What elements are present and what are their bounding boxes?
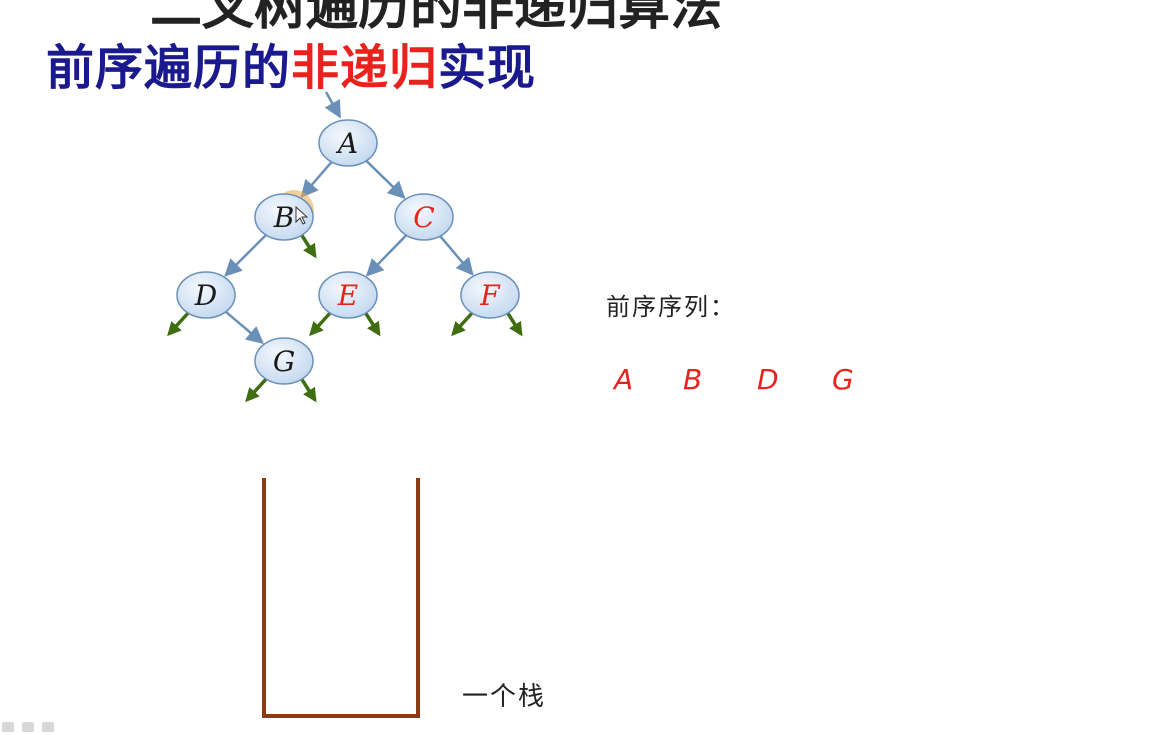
tree-node-label: F bbox=[479, 279, 501, 312]
tree-node-label: B bbox=[273, 201, 295, 234]
tree-node-shape bbox=[254, 193, 314, 241]
null-child-arrow-E-left bbox=[309, 310, 333, 337]
null-child-arrow-E-right bbox=[363, 311, 381, 337]
null-child-arrow-G-right bbox=[299, 377, 317, 403]
tree-edge-A-B bbox=[300, 161, 333, 198]
tree-node-shape bbox=[318, 119, 378, 167]
tree-node-G: G bbox=[254, 337, 314, 385]
root-pointer-arrow bbox=[324, 91, 342, 119]
tree-node-shape bbox=[460, 271, 520, 319]
null-child-arrow-B-right bbox=[299, 233, 317, 259]
tree-node-shape bbox=[254, 337, 314, 385]
tree-node-F: F bbox=[460, 271, 520, 319]
tree-edge-B-D bbox=[224, 234, 267, 277]
prev-icon[interactable] bbox=[2, 722, 14, 732]
next-icon[interactable] bbox=[42, 722, 54, 732]
tree-edge-D-G bbox=[225, 310, 264, 345]
tree-node-E: E bbox=[318, 271, 378, 319]
previous-title-cutoff: 二叉树遍历的非递归算法 bbox=[150, 0, 723, 37]
slide-title: 前序遍历的非递归实现 bbox=[46, 28, 536, 98]
tree-node-C: C bbox=[394, 193, 454, 241]
tree-node-shape bbox=[394, 193, 454, 241]
title-highlight: 非递归 bbox=[291, 40, 439, 96]
tree-node-B: B bbox=[254, 193, 314, 241]
title-suffix: 实现 bbox=[438, 40, 537, 96]
tree-edge-A-C bbox=[365, 159, 406, 199]
tree-edge-C-F bbox=[439, 235, 474, 276]
tree-node-label: G bbox=[273, 345, 295, 378]
stack-container bbox=[262, 478, 420, 718]
mouse-cursor-icon bbox=[295, 205, 309, 225]
null-child-arrow-G-left bbox=[245, 376, 269, 403]
tree-node-label: E bbox=[337, 279, 358, 312]
tree-node-shape bbox=[176, 271, 236, 319]
tree-node-A: A bbox=[318, 119, 378, 167]
null-child-arrow-F-right bbox=[505, 311, 523, 337]
sequence-label: 前序序列： bbox=[606, 293, 736, 321]
sequence-item: G bbox=[832, 363, 854, 396]
null-child-arrow-F-left bbox=[451, 310, 475, 337]
tree-node-label: A bbox=[335, 127, 358, 160]
tree-edge-C-E bbox=[365, 234, 408, 277]
title-prefix: 前序遍历的 bbox=[46, 40, 292, 96]
sequence-item: A bbox=[614, 363, 634, 396]
tree-node-label: C bbox=[413, 201, 434, 234]
sequence-item: D bbox=[757, 363, 779, 396]
sequence-item: B bbox=[683, 363, 703, 396]
null-child-arrow-D-left bbox=[167, 310, 191, 337]
tree-node-D: D bbox=[176, 271, 236, 319]
stack-label: 一个栈 bbox=[462, 682, 547, 712]
tree-node-label: D bbox=[194, 279, 217, 312]
menu-icon[interactable] bbox=[22, 722, 34, 732]
player-controls[interactable] bbox=[2, 722, 54, 732]
tree-node-shape bbox=[318, 271, 378, 319]
